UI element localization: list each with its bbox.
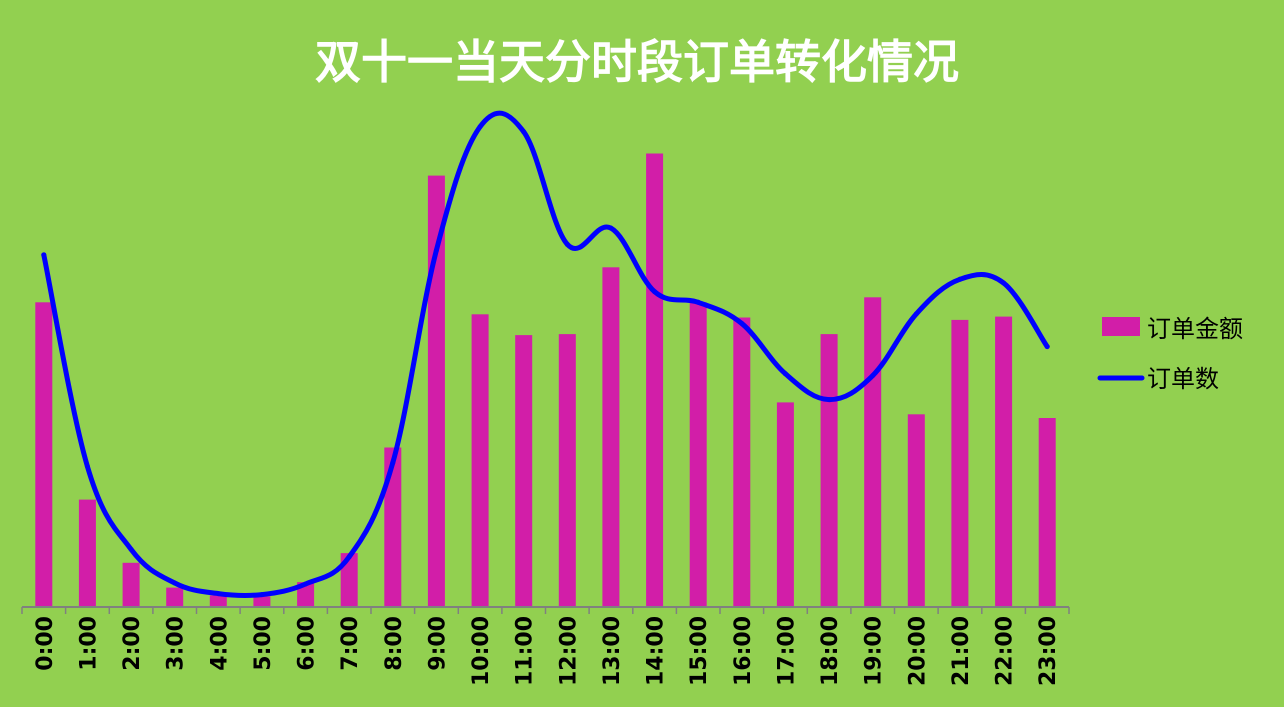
- x-tick-label-10:00: 10:00: [469, 616, 494, 686]
- bar-14:00: [646, 153, 664, 607]
- bar-21:00: [951, 319, 969, 607]
- bar-13:00: [602, 267, 620, 607]
- bar-4:00: [209, 595, 227, 607]
- line-point-10:00: [477, 124, 483, 130]
- line-point-4:00: [215, 591, 221, 597]
- bar-7:00: [340, 553, 358, 607]
- x-tick-label-21:00: 21:00: [949, 616, 974, 686]
- x-tick-label-3:00: 3:00: [164, 616, 189, 671]
- bar-20:00: [907, 414, 925, 607]
- x-tick-label-19:00: 19:00: [862, 616, 887, 686]
- x-tick-label-7:00: 7:00: [338, 616, 363, 671]
- line-point-19:00: [870, 373, 876, 379]
- bar-8:00: [384, 447, 402, 607]
- ticks-layer: [21, 607, 1070, 614]
- x-tick-label-1:00: 1:00: [76, 616, 101, 671]
- line-point-12:00: [564, 241, 570, 247]
- line-point-23:00: [1044, 344, 1050, 350]
- legend: 订单金额 订单数: [1097, 315, 1243, 393]
- line-point-1:00: [84, 463, 90, 469]
- x-tick-label-16:00: 16:00: [731, 616, 756, 686]
- line-layer: [41, 110, 1050, 599]
- bar-22:00: [995, 316, 1013, 607]
- x-tick-label-2:00: 2:00: [120, 616, 145, 671]
- x-tick-label-15:00: 15:00: [687, 616, 712, 686]
- bar-15:00: [689, 302, 707, 607]
- bar-10:00: [471, 314, 489, 607]
- bar-17:00: [776, 402, 794, 607]
- chart-title: 双十一当天分时段订单转化情况: [315, 35, 959, 89]
- bar-1:00: [78, 499, 96, 607]
- bars-layer: [35, 153, 1056, 607]
- line-point-20:00: [913, 311, 919, 317]
- x-tick-label-6:00: 6:00: [295, 616, 320, 671]
- line-point-14:00: [652, 289, 658, 295]
- bar-19:00: [864, 297, 882, 607]
- x-tick-label-4:00: 4:00: [207, 616, 232, 671]
- legend-line-label: 订单数: [1147, 365, 1219, 393]
- bar-23:00: [1038, 418, 1056, 607]
- x-tick-label-11:00: 11:00: [513, 616, 538, 686]
- x-tick-label-12:00: 12:00: [556, 616, 581, 686]
- bar-9:00: [427, 175, 445, 607]
- line-point-22:00: [1001, 280, 1007, 286]
- x-tick-label-18:00: 18:00: [818, 616, 843, 686]
- line-point-21:00: [957, 276, 963, 282]
- labels-layer: 0:00 1:00 2:00 3:00 4:00 5:00 6:00 7:00 8:00 9:00…: [33, 616, 1061, 686]
- bar-0:00: [35, 302, 53, 607]
- x-tick-label-13:00: 13:00: [600, 616, 625, 686]
- bar-3:00: [166, 587, 184, 607]
- bar-5:00: [253, 596, 271, 607]
- line-point-2:00: [128, 546, 134, 552]
- bar-18:00: [820, 334, 838, 607]
- line-point-0:00: [41, 252, 47, 258]
- legend-bar-swatch: [1102, 317, 1140, 336]
- x-tick-label-17:00: 17:00: [774, 616, 799, 686]
- line-point-3:00: [172, 580, 178, 586]
- line-point-18:00: [826, 397, 832, 403]
- bar-16:00: [733, 317, 751, 607]
- bar-2:00: [122, 562, 140, 607]
- line-point-9:00: [433, 247, 439, 253]
- line-point-16:00: [739, 321, 745, 326]
- x-tick-label-14:00: 14:00: [644, 616, 669, 686]
- series-line-订单数: [41, 110, 1050, 599]
- x-tick-label-0:00: 0:00: [33, 616, 58, 671]
- line-point-13:00: [608, 225, 614, 231]
- x-tick-label-22:00: 22:00: [993, 616, 1018, 686]
- x-tick-label-9:00: 9:00: [425, 616, 450, 671]
- line-point-6:00: [303, 581, 309, 587]
- x-tick-label-23:00: 23:00: [1036, 616, 1061, 686]
- line-point-5:00: [259, 592, 265, 598]
- line-point-15:00: [695, 299, 701, 305]
- line-point-17:00: [782, 371, 788, 377]
- legend-bar-label: 订单金额: [1147, 315, 1243, 343]
- bar-11:00: [515, 335, 533, 607]
- line-point-8:00: [390, 460, 396, 466]
- line-point-7:00: [346, 554, 352, 560]
- bar-12:00: [558, 334, 576, 607]
- x-tick-label-20:00: 20:00: [905, 616, 930, 686]
- line-point-11:00: [521, 129, 527, 135]
- x-tick-label-5:00: 5:00: [251, 616, 276, 671]
- x-tick-label-8:00: 8:00: [382, 616, 407, 671]
